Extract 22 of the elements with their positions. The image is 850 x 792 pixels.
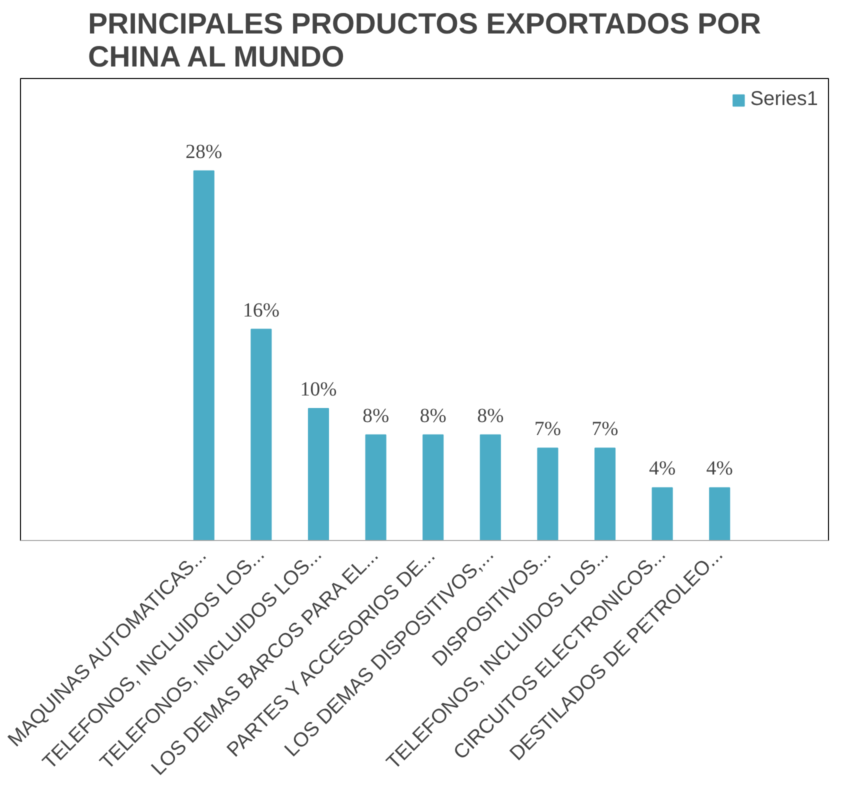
data-label: 8%: [420, 404, 446, 427]
bar: [537, 448, 558, 540]
legend-label: Series1: [750, 88, 818, 111]
data-label: 7%: [534, 418, 562, 440]
data-label: 8%: [362, 404, 390, 427]
data-label: 28%: [186, 140, 222, 163]
bar: [652, 487, 673, 540]
data-label: 4%: [706, 458, 733, 480]
chart-title: PRINCIPALES PRODUCTOS EXPORTADOS POR CHINA AL MUNDO: [88, 8, 762, 74]
data-label: 16%: [242, 299, 280, 322]
bar: [709, 487, 730, 540]
bar: [193, 170, 214, 540]
data-label: 4%: [648, 458, 676, 480]
data-label: 10%: [300, 378, 337, 400]
bar: [365, 434, 386, 540]
bar: [594, 448, 616, 540]
data-label: 8%: [477, 404, 504, 427]
data-label: 7%: [592, 418, 618, 440]
bar: [480, 434, 501, 540]
bar: [308, 408, 330, 540]
bar: [250, 328, 272, 540]
bar: [422, 434, 444, 540]
